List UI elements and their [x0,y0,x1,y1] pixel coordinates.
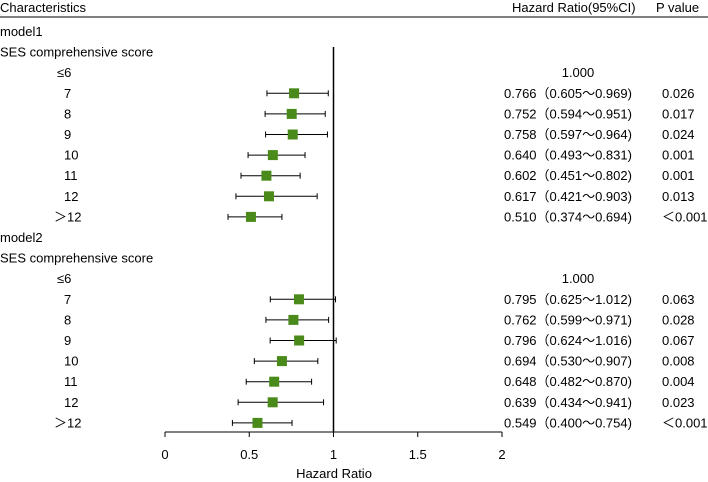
row-category: 11 [64,168,78,183]
table-header: Characteristics Hazard Ratio(95%CI) P va… [0,0,708,18]
row-ci-text: 0.766（0.605～0.969) [504,86,632,101]
row-category: ＞12 [54,209,81,224]
row-p-value: 0.026 [662,86,695,101]
row-category: ≤6 [57,65,71,80]
row-category: 10 [64,148,78,163]
hr-marker [267,397,278,408]
row-p-value: 0.017 [662,106,695,121]
x-axis-label: Hazard Ratio [296,466,372,481]
hr-marker [245,211,256,222]
row-p-value: 0.008 [662,354,695,369]
row-ci-text: 0.640（0.493～0.831) [504,148,632,163]
row-category: 12 [64,189,78,204]
row-p-value: 0.028 [662,312,695,327]
hr-marker [267,150,278,161]
group-name: model1 [0,24,43,39]
row-p-value: 0.067 [662,333,695,348]
row-p-value: ＜0.001 [662,415,708,430]
row-p-value: 0.024 [662,127,695,142]
hr-marker [269,376,280,387]
row-category: 7 [64,292,71,307]
group-name: model2 [0,230,43,245]
hr-marker [261,170,272,181]
row-p-value: 0.004 [662,374,695,389]
x-tick-label: 1 [330,447,337,462]
row-reference-value: 1.000 [562,65,595,80]
x-tick-label: 2 [498,447,505,462]
header-characteristics: Characteristics [0,0,86,15]
row-p-value: 0.001 [662,148,695,163]
row-category: 7 [64,86,71,101]
row-p-value: 0.013 [662,189,695,204]
row-ci-text: 0.510（0.374～0.694) [504,209,632,224]
row-category: 10 [64,354,78,369]
hr-marker [287,129,298,140]
hr-marker [288,314,299,325]
row-category: 8 [64,106,71,121]
row-category: 12 [64,395,78,410]
x-tick-label: 0.5 [240,447,258,462]
row-category: 8 [64,312,71,327]
row-ci-text: 0.648（0.482～0.870) [504,374,632,389]
row-p-value: 0.063 [662,292,695,307]
table-rows: model1 SES comprehensive score ≤6 1.000 7 0.7… [0,24,708,430]
row-ci-text: 0.617（0.421～0.903) [504,189,632,204]
row-ci-text: 0.639（0.434～0.941) [504,395,632,410]
row-category: 11 [64,374,78,389]
hr-marker [289,88,300,99]
hr-marker [263,191,274,202]
header-p-value: P value [656,0,699,15]
row-ci-text: 0.694（0.530～0.907) [504,354,632,369]
row-p-value: ＜0.001 [662,209,708,224]
row-ci-text: 0.795（0.625～1.012) [504,292,632,307]
hr-marker [293,294,304,305]
row-ci-text: 0.602（0.451～0.802) [504,168,632,183]
row-reference-value: 1.000 [562,271,595,286]
group-subtitle: SES comprehensive score [0,251,153,266]
row-ci-text: 0.758（0.597～0.964) [504,127,632,142]
row-category: 9 [64,333,71,348]
hr-marker [276,356,287,367]
row-ci-text: 0.549（0.400～0.754) [504,415,632,430]
x-axis: Hazard Ratio 0 0.5 1 1.5 2 [161,431,506,481]
row-ci-text: 0.796（0.624～1.016) [504,333,632,348]
row-p-value: 0.001 [662,168,695,183]
row-ci-text: 0.752（0.594～0.951) [504,106,632,121]
forest-marks [227,47,337,432]
header-hazard-ratio: Hazard Ratio(95%CI) [512,0,636,15]
row-p-value: 0.023 [662,395,695,410]
x-tick-label: 1.5 [409,447,427,462]
hr-marker [294,335,305,346]
hr-marker [252,417,263,428]
group-subtitle: SES comprehensive score [0,45,153,60]
row-category: ＞12 [54,415,81,430]
row-category: 9 [64,127,71,142]
row-category: ≤6 [57,271,71,286]
hr-marker [286,108,297,119]
x-tick-label: 0 [161,447,168,462]
row-ci-text: 0.762（0.599～0.971) [504,312,632,327]
